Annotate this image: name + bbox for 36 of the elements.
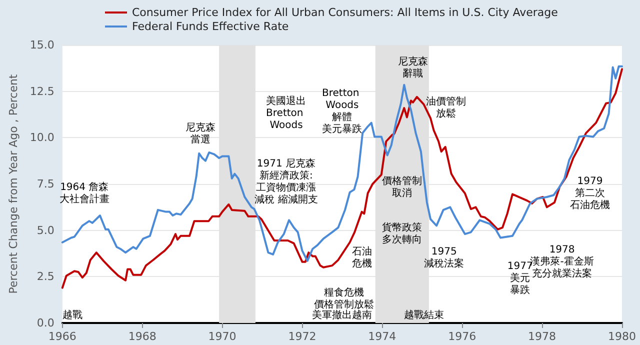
y-tick-label: 12.5 <box>30 84 54 98</box>
x-tick-label: 1974 <box>368 330 396 343</box>
y-tick-label: 5.0 <box>36 224 54 237</box>
annotation: 1977美元暴跌 <box>507 261 533 296</box>
legend-label: Federal Funds Effective Rate <box>132 20 289 33</box>
annotation: 尼克森當選 <box>185 121 216 146</box>
y-tick-label: 7.5 <box>36 178 54 190</box>
x-tick-label: 1972 <box>288 330 316 343</box>
annotation: 1975減稅法案 <box>424 246 464 270</box>
annotation: Bretton Woods解體美元暴跌 <box>322 88 362 136</box>
annotation: 油價管制放鬆 <box>426 96 466 120</box>
annotation: 糧食危機價格管制放鬆 <box>314 286 374 310</box>
annotation: 美軍撤出越南 <box>312 309 372 322</box>
annotation: 石油危機 <box>352 246 372 270</box>
x-tick-label: 1966 <box>48 330 76 343</box>
x-tick-label: 1970 <box>208 330 236 343</box>
annotation: 1979第二次石油危機 <box>570 176 610 211</box>
x-tick-label: 1978 <box>528 330 556 343</box>
annotation: 價格管制取消 <box>382 175 422 200</box>
y-tick-label: 0.0 <box>36 316 54 330</box>
annotation: 1964 詹森大社會計畫 <box>59 180 110 205</box>
y-axis-title: Percent Change from Year Ago , Percent <box>7 74 20 294</box>
annotation: 1978漢弗萊-霍金斯充分就業法案 <box>530 244 594 280</box>
y-tick-label: 10.0 <box>30 131 54 144</box>
x-tick-label: 1980 <box>608 330 636 343</box>
annotation: 美國退出Bretton Woods <box>266 95 306 132</box>
x-tick-label: 1976 <box>448 330 476 343</box>
legend-label: Consumer Price Index for All Urban Consumers: All Items in U.S. City Average <box>132 6 558 19</box>
y-tick-label: 2.5 <box>36 270 54 284</box>
annotation: 貨幣政策多次轉向 <box>382 222 422 246</box>
y-tick-label: 15.0 <box>30 38 54 52</box>
x-tick-label: 1968 <box>128 330 156 343</box>
annotation: 越戰 <box>62 309 82 322</box>
annotation: 1971 尼克森新經濟政策:工資物價凍漲減稅 縮減開支 <box>254 158 318 206</box>
annotation: 越戰結束 <box>404 309 444 322</box>
annotation: 尼克森辭職 <box>398 56 428 80</box>
